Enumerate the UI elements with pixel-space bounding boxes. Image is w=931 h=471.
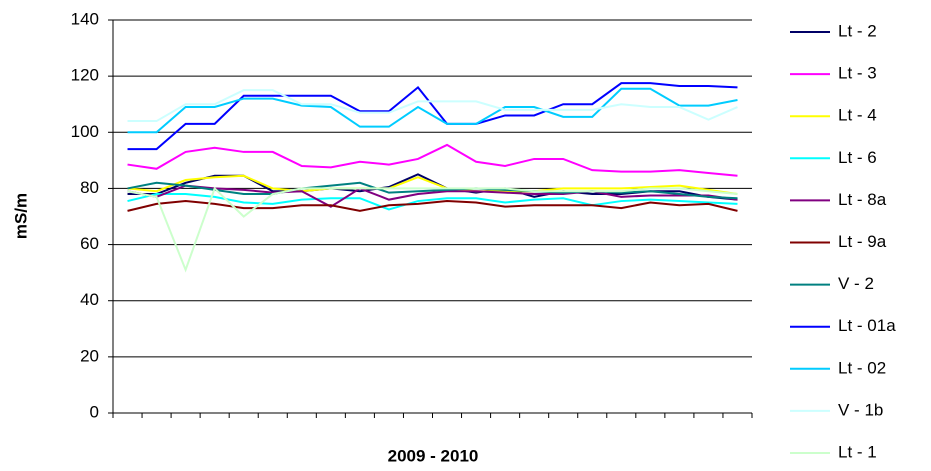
y-tick-label: 40 bbox=[80, 290, 99, 309]
legend-label: Lt - 6 bbox=[838, 148, 877, 167]
legend-label: Lt - 4 bbox=[838, 106, 877, 125]
y-tick-label: 140 bbox=[71, 9, 99, 28]
y-tick-label: 120 bbox=[71, 66, 99, 85]
y-tick-label: 80 bbox=[80, 178, 99, 197]
y-tick-label: 100 bbox=[71, 122, 99, 141]
series-line bbox=[127, 181, 738, 200]
legend-label: Lt - 9a bbox=[838, 232, 887, 251]
legend-label: Lt - 01a bbox=[838, 316, 896, 335]
series-line bbox=[127, 89, 738, 123]
series-line bbox=[127, 82, 738, 151]
y-tick-label: 60 bbox=[80, 234, 99, 253]
series-line bbox=[127, 184, 738, 208]
legend-label: Lt - 3 bbox=[838, 64, 877, 83]
legend-label: V - 2 bbox=[838, 274, 874, 293]
legend-label: Lt - 1 bbox=[838, 442, 877, 461]
series-line bbox=[127, 174, 738, 196]
series-line bbox=[127, 193, 738, 211]
legend-label: Lt - 02 bbox=[838, 358, 886, 377]
series-line bbox=[127, 87, 738, 134]
y-tick-label: 0 bbox=[90, 402, 99, 421]
series-line bbox=[127, 143, 738, 177]
legend-label: Lt - 2 bbox=[838, 21, 877, 40]
x-axis-title: 2009 - 2010 bbox=[388, 446, 479, 465]
y-tick-label: 20 bbox=[80, 346, 99, 365]
series-line bbox=[127, 186, 738, 273]
y-axis-title: mS/m bbox=[11, 193, 30, 239]
legend-label: V - 1b bbox=[838, 400, 883, 419]
legend-label: Lt - 8a bbox=[838, 190, 887, 209]
series-line bbox=[127, 200, 738, 212]
